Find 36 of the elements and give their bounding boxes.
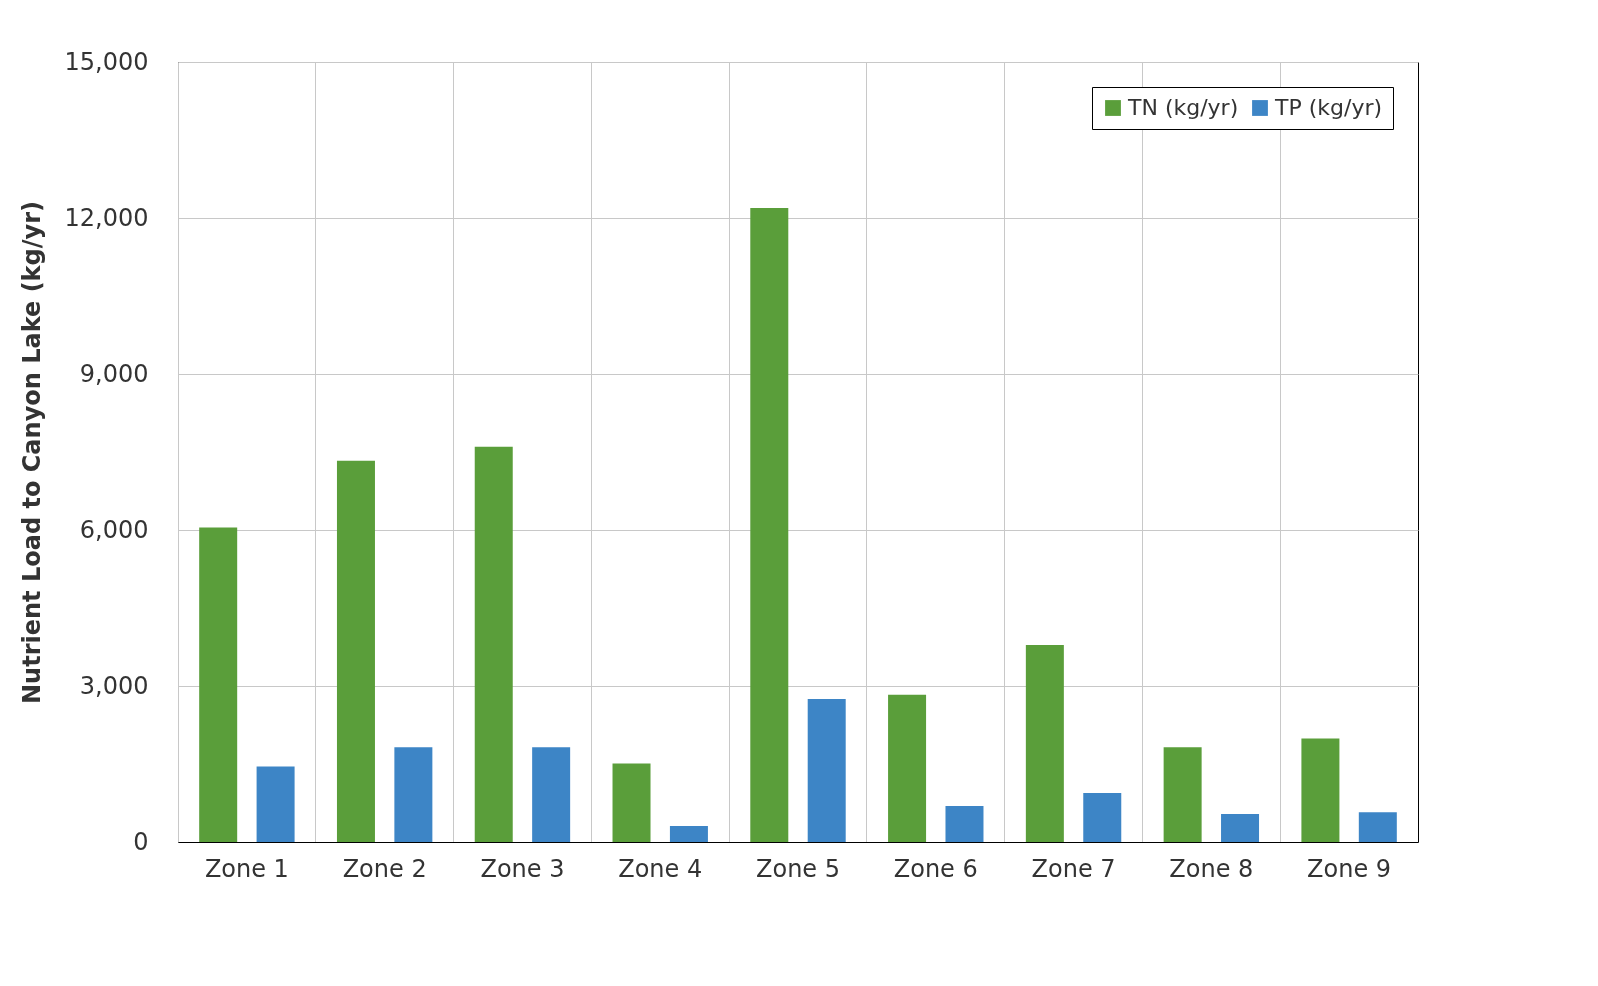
- y-tick-label: 15,000: [64, 47, 149, 76]
- bar: [807, 699, 846, 842]
- x-tick-label: Zone 2: [342, 854, 427, 883]
- y-tick-label: 9,000: [79, 359, 149, 388]
- bar: [1358, 812, 1397, 842]
- bar: [474, 446, 513, 842]
- x-tick-label: Zone 8: [1169, 854, 1254, 883]
- bar: [336, 460, 375, 842]
- legend-label: TP (kg/yr): [1274, 95, 1383, 120]
- bar: [1025, 644, 1064, 842]
- x-tick-label: Zone 3: [480, 854, 565, 883]
- x-tick-label: Zone 4: [618, 854, 703, 883]
- bar: [394, 747, 433, 842]
- y-tick-label: 3,000: [79, 671, 149, 700]
- x-tick-label: Zone 9: [1307, 854, 1392, 883]
- bar: [256, 766, 295, 842]
- legend-label: TN (kg/yr): [1127, 95, 1239, 120]
- bar: [1221, 813, 1260, 842]
- x-tick-label: Zone 6: [893, 854, 978, 883]
- bar: [1301, 738, 1340, 842]
- y-tick-label: 0: [133, 827, 149, 856]
- bar: [888, 694, 927, 842]
- x-tick-label: Zone 5: [756, 854, 840, 883]
- bar: [750, 208, 789, 842]
- y-axis-title: Nutrient Load to Canyon Lake (kg/yr): [17, 201, 46, 704]
- x-tick-label: Zone 7: [1031, 854, 1116, 883]
- y-tick-label: 6,000: [79, 515, 149, 544]
- x-tick-label: Zone 1: [204, 854, 289, 883]
- y-tick-label: 12,000: [64, 203, 149, 232]
- bar: [1163, 747, 1202, 842]
- bar: [532, 747, 571, 842]
- bar: [669, 825, 708, 842]
- bar: [612, 763, 651, 842]
- bar: [1083, 793, 1122, 842]
- bar: [945, 806, 984, 842]
- bar: [199, 527, 238, 842]
